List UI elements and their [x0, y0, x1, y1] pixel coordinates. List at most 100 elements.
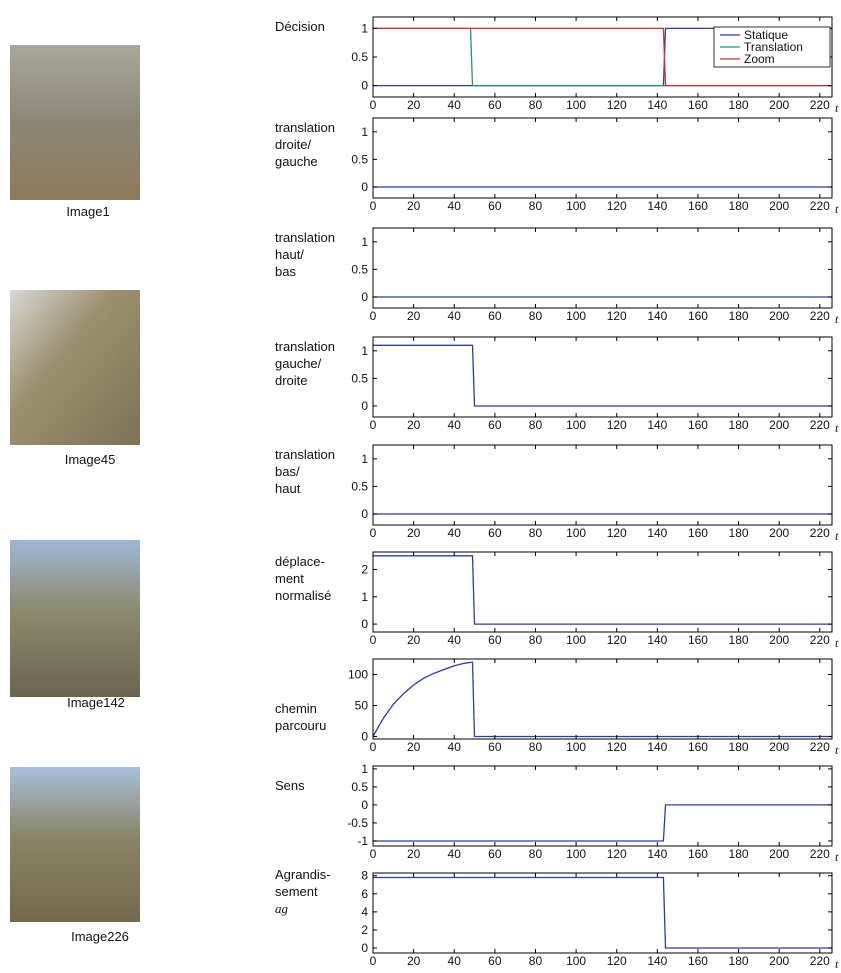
x-tick-label: 100	[566, 309, 586, 323]
y-tick-label: 1	[361, 125, 368, 139]
x-tick-label: 200	[769, 418, 789, 432]
x-tick-label: 80	[529, 526, 543, 540]
y-tick-label: 0.5	[351, 780, 368, 794]
x-tick-label: 180	[729, 847, 749, 861]
plot-frame	[372, 765, 833, 847]
x-axis-label: t	[835, 743, 839, 757]
y-tick-label: 0.5	[351, 152, 368, 166]
y-tick-label: 6	[361, 887, 368, 901]
y-label: gauche/	[275, 356, 322, 371]
x-tick-label: 20	[407, 526, 421, 540]
y-label: bas	[275, 264, 296, 279]
x-tick-label: 220	[810, 740, 830, 754]
x-tick-label: 80	[529, 418, 543, 432]
x-tick-label: 220	[810, 526, 830, 540]
caption: Image1	[66, 204, 109, 219]
x-tick-label: 40	[448, 847, 462, 861]
x-tick-label: 0	[370, 98, 377, 112]
x-tick-label: 60	[488, 954, 502, 968]
x-tick-label: 0	[370, 954, 377, 968]
x-tick-label: 0	[370, 309, 377, 323]
x-tick-label: 220	[810, 98, 830, 112]
x-tick-label: 140	[647, 740, 667, 754]
y-label: parcouru	[275, 718, 326, 733]
y-label: haut/	[275, 247, 304, 262]
y-label: Sens	[275, 778, 305, 793]
x-tick-label: 40	[448, 418, 462, 432]
x-axis-label: t	[835, 957, 839, 971]
y-tick-label: 1	[361, 762, 368, 776]
x-tick-label: 180	[729, 526, 749, 540]
x-tick-label: 200	[769, 309, 789, 323]
y-tick-label: 0	[361, 180, 368, 194]
photo	[10, 290, 140, 445]
x-tick-label: 160	[688, 633, 708, 647]
x-tick-label: 140	[647, 633, 667, 647]
x-tick-label: 200	[769, 633, 789, 647]
x-tick-label: 100	[566, 199, 586, 213]
y-tick-label: 0.5	[351, 479, 368, 493]
y-tick-label: 100	[348, 668, 368, 682]
y-tick-label: 0.5	[351, 50, 368, 64]
x-tick-label: 160	[688, 418, 708, 432]
y-label: translation	[275, 230, 335, 245]
plot-frame	[372, 658, 833, 740]
x-tick-label: 180	[729, 633, 749, 647]
x-tick-label: 220	[810, 847, 830, 861]
y-tick-label: 0.5	[351, 262, 368, 276]
y-tick-label: 50	[355, 699, 369, 713]
x-tick-label: 160	[688, 98, 708, 112]
y-label: translation	[275, 120, 335, 135]
x-tick-label: 0	[370, 199, 377, 213]
x-tick-label: 120	[607, 418, 627, 432]
x-tick-label: 120	[607, 740, 627, 754]
y-tick-label: -0.5	[347, 816, 368, 830]
x-tick-label: 80	[529, 633, 543, 647]
caption: Image226	[71, 929, 129, 944]
x-tick-label: 0	[370, 418, 377, 432]
y-tick-label: 4	[361, 905, 368, 919]
plot-frame	[372, 336, 833, 418]
x-tick-label: 100	[566, 526, 586, 540]
legend-label: Statique	[744, 28, 788, 42]
x-tick-label: 40	[448, 954, 462, 968]
x-tick-label: 220	[810, 418, 830, 432]
y-tick-label: 2	[361, 923, 368, 937]
x-tick-label: 20	[407, 199, 421, 213]
data-line	[373, 876, 832, 949]
x-tick-label: 100	[566, 740, 586, 754]
y-tick-label: -1	[357, 834, 368, 848]
y-label: ag	[275, 901, 289, 916]
x-tick-label: 180	[729, 98, 749, 112]
x-axis-label: t	[835, 101, 839, 115]
y-tick-label: 0	[361, 798, 368, 812]
y-label: sement	[275, 884, 318, 899]
x-tick-label: 0	[370, 740, 377, 754]
x-tick-label: 40	[448, 740, 462, 754]
x-tick-label: 140	[647, 847, 667, 861]
x-tick-label: 160	[688, 740, 708, 754]
x-tick-label: 20	[407, 98, 421, 112]
y-tick-label: 0	[361, 617, 368, 631]
x-axis-label: t	[835, 312, 839, 326]
x-tick-label: 40	[448, 199, 462, 213]
plot-frame	[372, 227, 833, 309]
x-tick-label: 80	[529, 954, 543, 968]
x-tick-label: 140	[647, 954, 667, 968]
y-label: bas/	[275, 464, 300, 479]
y-label: droite/	[275, 137, 312, 152]
plot-frame	[372, 551, 833, 633]
x-tick-label: 20	[407, 418, 421, 432]
x-tick-label: 180	[729, 418, 749, 432]
x-tick-label: 20	[407, 740, 421, 754]
plot-frame	[372, 117, 833, 199]
x-tick-label: 60	[488, 98, 502, 112]
x-tick-label: 200	[769, 847, 789, 861]
x-tick-label: 120	[607, 199, 627, 213]
x-tick-label: 60	[488, 199, 502, 213]
x-tick-label: 120	[607, 847, 627, 861]
legend-label: Translation	[744, 40, 803, 54]
x-tick-label: 180	[729, 954, 749, 968]
x-tick-label: 180	[729, 740, 749, 754]
